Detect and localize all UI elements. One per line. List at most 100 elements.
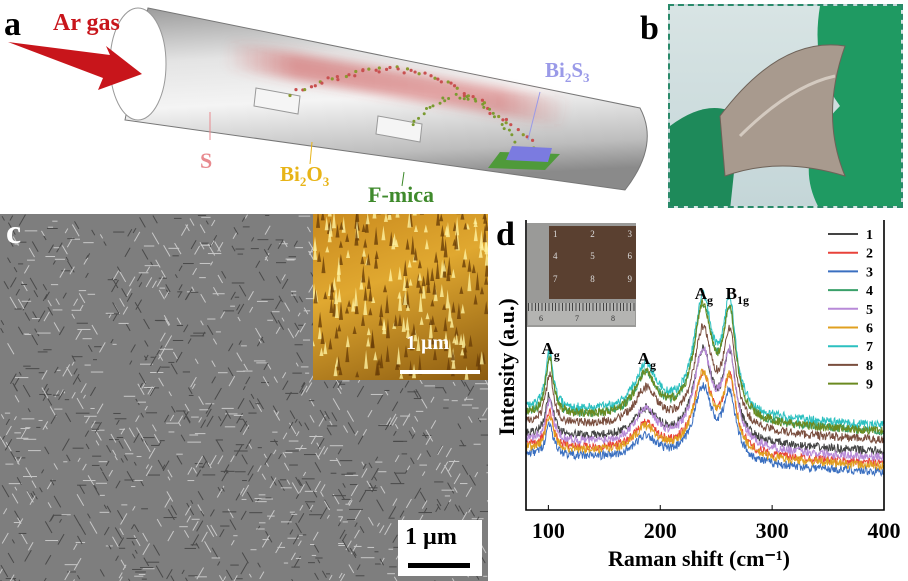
vapor-dot [377, 66, 381, 70]
afm-spike [409, 331, 414, 351]
nanoplate [411, 426, 416, 433]
nanoplate [133, 534, 141, 547]
nanoplate [58, 326, 65, 336]
nanoplate [273, 439, 279, 446]
vapor-dot [288, 93, 292, 98]
nanoplate [160, 270, 166, 278]
nanoplate [20, 428, 27, 439]
vapor-dot [320, 81, 324, 85]
afm-spike [443, 341, 448, 352]
nanoplate [139, 217, 146, 228]
vapor-dot [347, 73, 351, 77]
nanoplate [44, 521, 53, 534]
nanoplate [122, 306, 129, 315]
nanoplate [235, 492, 241, 501]
nanoplate [105, 460, 110, 467]
nanoplate [9, 296, 18, 310]
vapor-dot [452, 84, 457, 88]
nanoplate [217, 242, 224, 252]
afm-spike [366, 253, 371, 266]
afm-spike [436, 214, 441, 226]
nanoplate [191, 534, 200, 546]
afm-spike [374, 360, 379, 376]
nanoplate [373, 476, 378, 481]
afm-spike [354, 299, 359, 315]
nanoplate [177, 291, 183, 298]
nanoplate [27, 542, 34, 551]
nanoplate [354, 508, 362, 521]
nanoplate [140, 412, 144, 418]
nanoplate [156, 345, 163, 356]
nanoplate [66, 237, 74, 248]
nanoplate [77, 535, 83, 545]
nanoplate [76, 493, 85, 506]
nanoplate [164, 291, 169, 299]
afm-spike [430, 336, 435, 345]
afm-spike [382, 319, 387, 335]
nanoplate [41, 387, 49, 399]
nanoplate [393, 576, 398, 581]
nanoplate [198, 396, 204, 406]
nanoplate [110, 433, 117, 443]
nanoplate [39, 487, 43, 493]
afm-spike [383, 284, 388, 293]
afm-spike [463, 344, 468, 353]
nanoplate [289, 422, 297, 435]
nanoplate [13, 578, 16, 581]
nanoplate [43, 577, 47, 581]
vapor-dot [502, 127, 506, 131]
afm-spike [387, 214, 392, 215]
nanoplate [217, 274, 224, 284]
nanoplate [73, 298, 79, 307]
mica-arrow [401, 171, 405, 187]
afm-spike [368, 286, 373, 302]
nanoplate [201, 531, 208, 542]
nanoplate [118, 269, 127, 283]
vapor-dot [471, 94, 475, 99]
afm-spike [313, 340, 316, 347]
nanoplate [464, 396, 468, 402]
nanoplate [126, 292, 133, 302]
nanoplate [10, 373, 17, 384]
vapor-dot [353, 74, 357, 78]
afm-spike [483, 234, 488, 252]
nanoplate [130, 344, 136, 353]
nanoplate [10, 277, 17, 288]
afm-spike [434, 251, 439, 263]
grid-number: 2 [590, 229, 595, 239]
nanoplate [151, 424, 157, 432]
nanoplate [79, 485, 85, 494]
afm-spike [439, 284, 444, 298]
nanoplate [61, 438, 70, 451]
nanoplate [50, 479, 55, 486]
nanoplate [236, 304, 241, 311]
nanoplate [341, 539, 350, 553]
nanoplate [18, 371, 22, 376]
afm-spike [351, 297, 356, 312]
afm-spike [484, 219, 488, 231]
nanoplate [1, 216, 5, 221]
nanoplate [453, 473, 461, 485]
vapor-dot [336, 78, 340, 82]
grid-number: 1 [553, 229, 558, 239]
nanoplate [380, 485, 386, 494]
peak-label-sub: g [650, 358, 656, 372]
afm-spike [337, 323, 342, 332]
nanoplate [119, 298, 125, 307]
afm-spike [338, 366, 343, 376]
afm-spike [405, 316, 410, 331]
grid-number: 4 [553, 251, 558, 262]
nanoplate [89, 521, 98, 534]
nanoplate [436, 498, 442, 507]
nanoplate [241, 454, 248, 465]
nanoplate [134, 301, 142, 314]
nanoplate [0, 564, 9, 578]
sample-square: 1 2 3 4 5 6 7 8 9 [549, 226, 636, 299]
nanoplate [460, 439, 465, 447]
vapor-dot [510, 133, 514, 137]
nanoplate [0, 568, 4, 575]
afm-3d-image [313, 214, 488, 380]
nanoplate [10, 451, 17, 461]
afm-spike [405, 238, 410, 250]
nanoplate [350, 483, 359, 497]
